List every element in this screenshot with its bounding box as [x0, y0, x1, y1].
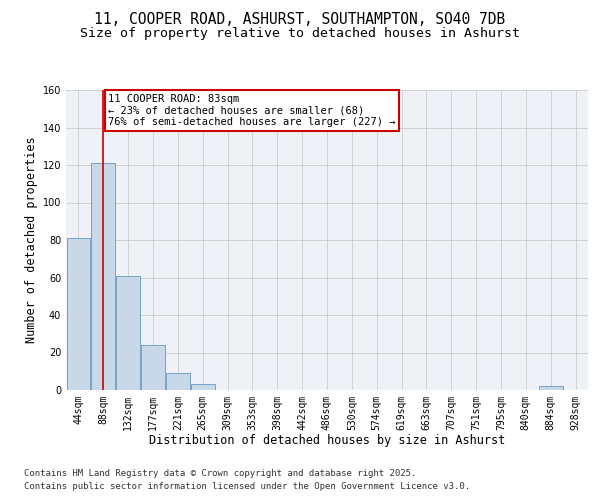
Bar: [67, 238, 90, 390]
Bar: [91, 163, 115, 390]
Text: Contains HM Land Registry data © Crown copyright and database right 2025.: Contains HM Land Registry data © Crown c…: [24, 468, 416, 477]
Text: Size of property relative to detached houses in Ashurst: Size of property relative to detached ho…: [80, 28, 520, 40]
Bar: [166, 373, 190, 390]
Text: 11, COOPER ROAD, ASHURST, SOUTHAMPTON, SO40 7DB: 11, COOPER ROAD, ASHURST, SOUTHAMPTON, S…: [94, 12, 506, 28]
Bar: [539, 386, 563, 390]
Y-axis label: Number of detached properties: Number of detached properties: [25, 136, 38, 344]
Text: 11 COOPER ROAD: 83sqm
← 23% of detached houses are smaller (68)
76% of semi-deta: 11 COOPER ROAD: 83sqm ← 23% of detached …: [108, 94, 396, 127]
Bar: [191, 384, 215, 390]
X-axis label: Distribution of detached houses by size in Ashurst: Distribution of detached houses by size …: [149, 434, 505, 448]
Bar: [141, 345, 165, 390]
Text: Contains public sector information licensed under the Open Government Licence v3: Contains public sector information licen…: [24, 482, 470, 491]
Bar: [116, 276, 140, 390]
